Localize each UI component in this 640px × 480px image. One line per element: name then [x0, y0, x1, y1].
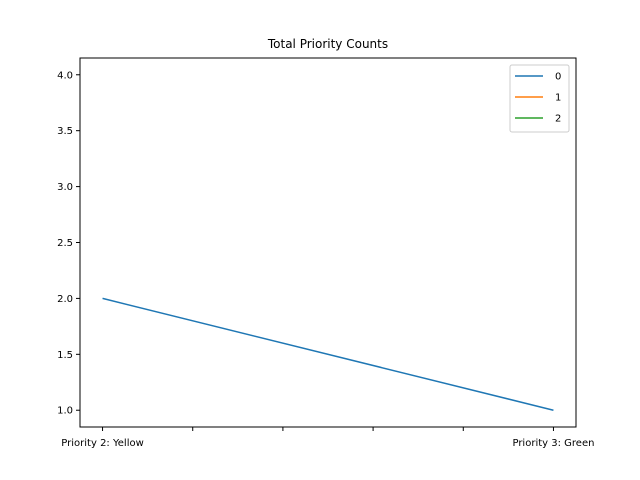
y-tick-label: 1.5	[57, 350, 73, 361]
x-tick-label: Priority 3: Green	[512, 438, 594, 449]
series-line-0	[102, 297, 554, 411]
y-tick-label: 4.0	[57, 70, 73, 81]
legend: 0 1 2	[509, 64, 570, 133]
y-tick-label: 1.0	[57, 406, 73, 417]
y-tick-label: 2.0	[57, 294, 73, 305]
legend-label: 0	[555, 72, 561, 83]
x-axis: Priority 2: Yellow Priority 3: Green	[61, 427, 594, 449]
series-layer	[102, 297, 554, 411]
plot-area	[79, 57, 577, 428]
y-tick-label: 3.5	[57, 126, 73, 137]
y-tick-label: 3.0	[57, 182, 73, 193]
legend-label: 2	[555, 114, 561, 125]
x-tick-label: Priority 2: Yellow	[61, 438, 143, 449]
y-axis: 1.0 1.5 2.0 2.5 3.0 3.5 4.0	[57, 70, 80, 417]
chart-title: Total Priority Counts	[267, 37, 388, 51]
y-tick-label: 2.5	[57, 238, 73, 249]
legend-label: 1	[555, 93, 561, 104]
legend-box	[509, 64, 570, 133]
